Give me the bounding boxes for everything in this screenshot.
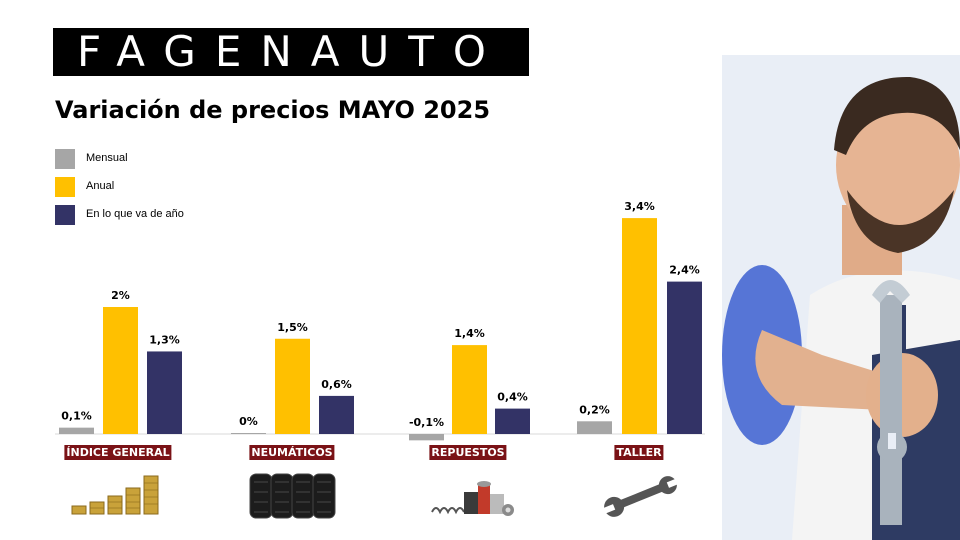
bar-neumaticos-ytd <box>319 395 354 434</box>
data-label-taller-mensual: 0,2% <box>579 403 610 416</box>
data-label-indice-general-anual: 2% <box>111 289 130 302</box>
legend-label-ytd: En lo que va de año <box>86 208 184 220</box>
data-label-repuestos-ytd: 0,4% <box>497 391 528 404</box>
bar-repuestos-ytd <box>495 408 530 434</box>
legend-swatch-ytd <box>55 205 75 225</box>
bar-indice-general-mensual <box>59 427 94 434</box>
bar-indice-general-ytd <box>147 351 182 434</box>
tires-icon <box>249 473 336 519</box>
data-label-neumaticos-ytd: 0,6% <box>321 378 352 391</box>
bar-neumaticos-mensual <box>231 433 266 434</box>
legend-label-anual: Anual <box>86 180 115 192</box>
category-label-neumaticos: NEUMÁTICOS <box>249 445 335 460</box>
legend-swatch-mensual <box>55 149 75 169</box>
legend-swatch-anual <box>55 177 75 197</box>
chart-title: Variación de precios MAYO 2025 <box>55 96 491 124</box>
category-label-repuestos: REPUESTOS <box>429 445 507 460</box>
data-label-repuestos-anual: 1,4% <box>454 327 485 340</box>
bar-taller-ytd <box>667 281 702 434</box>
data-label-indice-general-ytd: 1,3% <box>149 333 180 346</box>
category-label-taller: TALLER <box>614 445 664 460</box>
bar-repuestos-anual <box>452 345 487 434</box>
bar-neumaticos-anual <box>275 338 310 434</box>
bar-taller-anual <box>622 218 657 434</box>
auto-parts-icon <box>431 481 514 516</box>
brand-logo: FAGENAUTO <box>53 28 529 76</box>
data-label-indice-general-mensual: 0,1% <box>61 410 92 423</box>
bar-repuestos-mensual <box>409 434 444 441</box>
data-label-neumaticos-mensual: 0% <box>239 415 258 428</box>
bar-indice-general-anual <box>103 307 138 434</box>
wrench-icon <box>601 476 681 517</box>
bar-taller-mensual <box>577 421 612 434</box>
data-label-taller-anual: 3,4% <box>624 200 655 213</box>
bar-chart: 0,1% 2% 1,3% 0% 1,5% 0,6% -0,1% 1,4% 0,4% 0,2% 3,4… <box>55 200 705 441</box>
legend-label-mensual: Mensual <box>86 152 128 164</box>
coin-stacks-icon <box>71 475 159 515</box>
data-label-neumaticos-anual: 1,5% <box>277 321 308 334</box>
mechanic-photo <box>722 55 960 540</box>
data-label-taller-ytd: 2,4% <box>669 264 700 277</box>
data-label-repuestos-mensual: -0,1% <box>409 416 444 429</box>
category-label-indice-general: ÍNDICE GENERAL <box>64 445 172 460</box>
